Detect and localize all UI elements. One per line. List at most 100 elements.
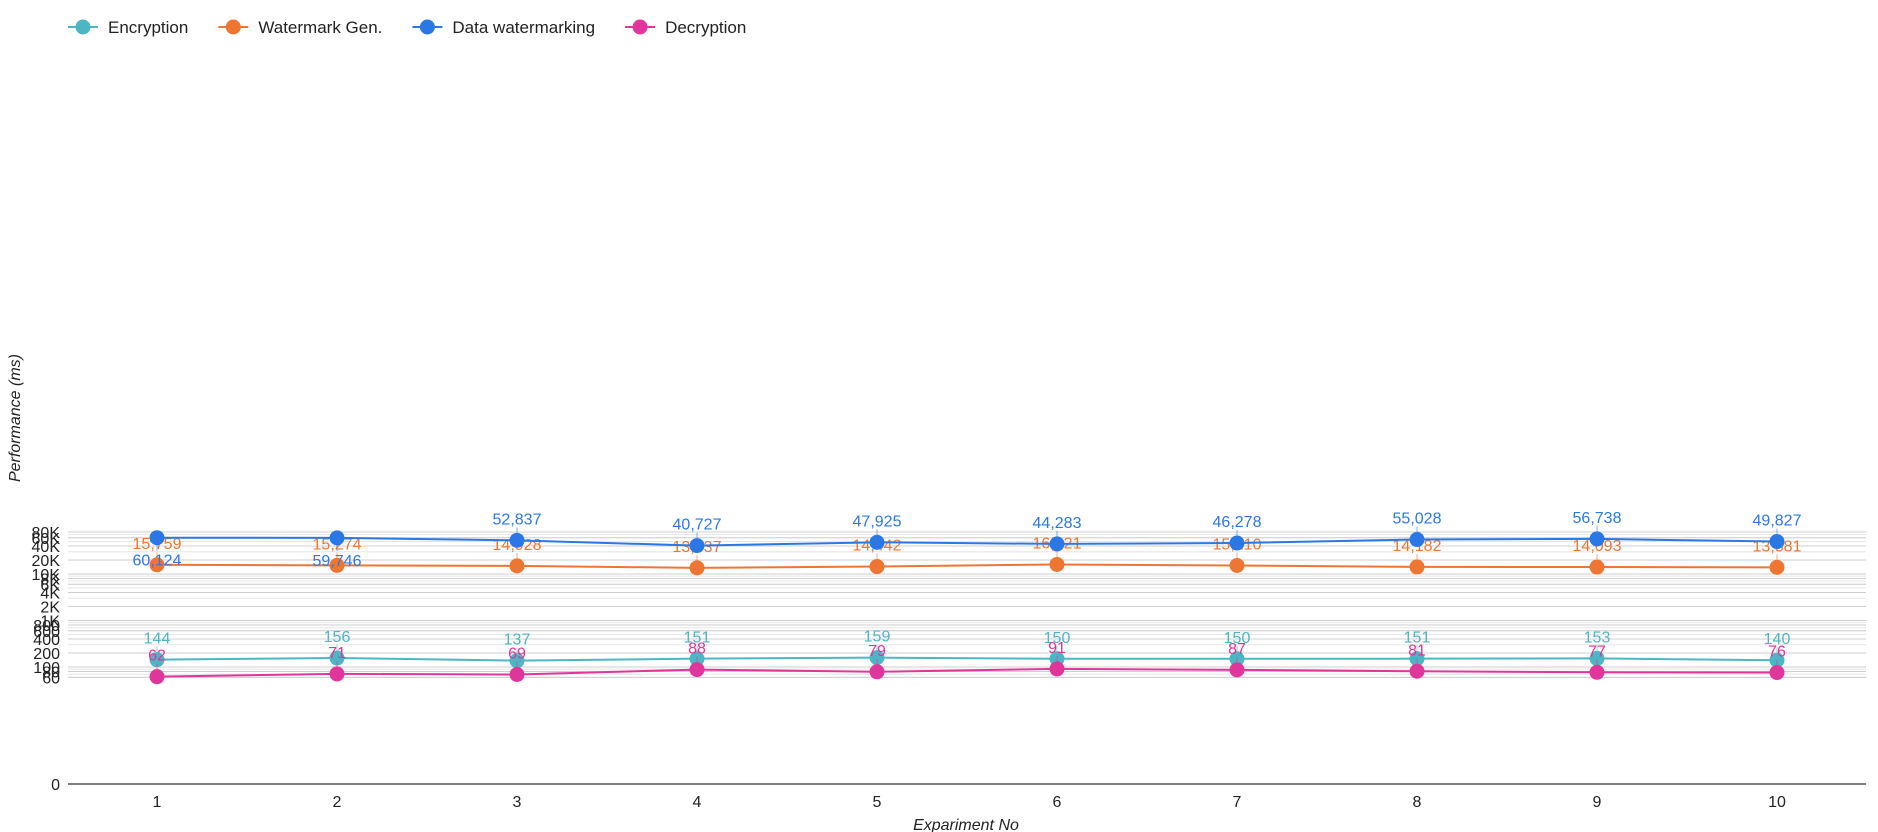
y-tick-label: 80 xyxy=(42,665,60,682)
data-point xyxy=(149,530,165,546)
y-tick-label: 100 xyxy=(33,660,60,677)
data-point xyxy=(1229,535,1245,551)
y-tick-label: 2K xyxy=(40,599,60,616)
y-tick-label: 8K xyxy=(40,571,60,588)
data-point xyxy=(509,558,525,574)
data-point xyxy=(1589,559,1605,575)
data-label: 150 xyxy=(1044,630,1071,647)
data-label: 88 xyxy=(688,641,706,658)
data-label: 79 xyxy=(868,643,886,660)
data-point xyxy=(1589,650,1605,666)
x-tick-label: 6 xyxy=(1053,794,1062,811)
data-point xyxy=(689,538,705,554)
data-point xyxy=(149,557,165,573)
data-point xyxy=(149,669,165,685)
data-label: 76 xyxy=(1768,644,1786,661)
x-axis-title: Expariment No xyxy=(913,817,1019,832)
data-label: 46,278 xyxy=(1213,514,1262,531)
legend-label: Watermark Gen. xyxy=(258,18,382,37)
data-point xyxy=(1409,663,1425,679)
y-tick-label: 6K xyxy=(40,577,60,594)
data-point xyxy=(1589,664,1605,680)
legend-item: Decryption xyxy=(625,18,746,37)
data-point xyxy=(509,653,525,669)
data-point xyxy=(869,534,885,550)
data-label: 153 xyxy=(1584,629,1611,646)
x-tick-label: 8 xyxy=(1413,794,1422,811)
legend-label: Data watermarking xyxy=(452,18,595,37)
x-tick-label: 9 xyxy=(1593,794,1602,811)
data-point xyxy=(1409,559,1425,575)
legend-label: Encryption xyxy=(108,18,188,37)
data-label: 62 xyxy=(148,648,166,665)
legend-swatch-marker xyxy=(75,19,91,35)
data-point xyxy=(329,530,345,546)
series-encryption: 144 156 137 151 159 150 150 151 153 140 xyxy=(144,629,1791,669)
data-label: 40,727 xyxy=(673,517,722,534)
data-point xyxy=(329,666,345,682)
data-point xyxy=(1769,559,1785,575)
x-tick-label: 7 xyxy=(1233,794,1242,811)
data-label: 56,738 xyxy=(1573,510,1622,527)
grid-lines xyxy=(68,531,1866,678)
y-tick-label: 0 xyxy=(51,777,60,794)
legend-swatch-marker xyxy=(632,19,648,35)
data-label: 14,093 xyxy=(1573,538,1622,555)
x-tick-label: 4 xyxy=(693,794,702,811)
data-label: 44,283 xyxy=(1033,515,1082,532)
data-label: 49,827 xyxy=(1753,513,1802,530)
data-point xyxy=(689,560,705,576)
y-tick-label: 40K xyxy=(32,539,61,556)
y-tick-label: 60 xyxy=(42,670,60,687)
data-point xyxy=(509,666,525,682)
data-label: 77 xyxy=(1588,643,1606,660)
series-line xyxy=(156,667,1778,678)
data-point xyxy=(1769,665,1785,681)
y-tick-label: 400 xyxy=(33,632,60,649)
series-data-watermarking: 60,124 59,746 52,837 40,727 47,925 44,283 46,2… xyxy=(133,510,1802,570)
data-label: 140 xyxy=(1764,631,1791,648)
y-axis-ticks: 0 60801002004006008001K2K4K6K8K10K20K40K6… xyxy=(32,525,61,794)
data-label: 137 xyxy=(504,632,531,649)
y-tick-label: 80K xyxy=(32,525,61,542)
data-point xyxy=(689,662,705,678)
series-line xyxy=(156,656,1778,662)
series-line xyxy=(156,563,1778,569)
y-axis-title: Performance (ms) xyxy=(7,354,24,482)
data-label: 69 xyxy=(508,645,526,662)
data-label: 144 xyxy=(144,631,171,648)
data-label: 59,746 xyxy=(313,553,362,570)
legend-item: Encryption xyxy=(68,18,188,37)
series-decryption: 62 71 69 88 79 91 87 81 77 76 xyxy=(148,640,1786,685)
legend-item: Data watermarking xyxy=(412,18,595,37)
legend-swatch-marker xyxy=(225,19,241,35)
y-tick-label: 20K xyxy=(32,553,61,570)
data-point xyxy=(1589,531,1605,547)
data-point xyxy=(869,650,885,666)
x-tick-label: 2 xyxy=(333,794,342,811)
legend-swatch-marker xyxy=(419,19,435,35)
y-tick-label: 600 xyxy=(33,624,60,641)
data-label: 91 xyxy=(1048,640,1066,657)
data-point xyxy=(509,532,525,548)
y-tick-label: 4K xyxy=(40,585,60,602)
data-label: 151 xyxy=(1404,630,1431,647)
data-label: 47,925 xyxy=(853,513,902,530)
data-label: 156 xyxy=(324,629,351,646)
data-label: 55,028 xyxy=(1393,511,1442,528)
data-point xyxy=(1229,662,1245,678)
series-lines: 14415613715115915015015115314015,75915,2… xyxy=(133,510,1802,685)
data-label: 150 xyxy=(1224,630,1251,647)
x-tick-label: 3 xyxy=(513,794,522,811)
legend: Encryption Watermark Gen. Data watermarkin… xyxy=(68,18,746,37)
data-label: 87 xyxy=(1228,641,1246,658)
data-label: 81 xyxy=(1408,642,1426,659)
data-label: 52,837 xyxy=(493,511,542,528)
x-tick-label: 5 xyxy=(873,794,882,811)
legend-item: Watermark Gen. xyxy=(218,18,382,37)
data-point xyxy=(329,557,345,573)
data-point xyxy=(329,650,345,666)
data-point xyxy=(1049,536,1065,552)
data-point xyxy=(1769,534,1785,550)
